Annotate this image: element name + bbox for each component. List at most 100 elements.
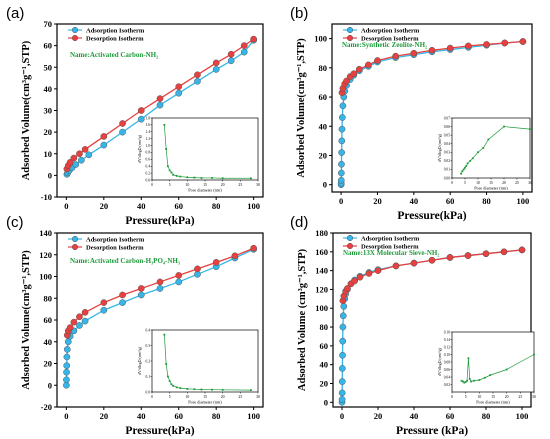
data-point [392,262,400,270]
chart-panel-a: (a)0 20 40 60 80 100-10010203040506070Pressur… [6,5,264,227]
data-point [338,396,346,403]
data-point [339,312,347,320]
x-tick-label: 40 [137,411,146,421]
data-point [340,303,348,310]
inset-y-tick-label: 0.04 [444,142,450,146]
data-point [250,35,257,43]
data-point [194,77,201,85]
inset-point [463,381,466,384]
inset-y-tick-label: 0.12 [444,345,450,349]
data-point [227,57,235,65]
inset-chart: 0 5 10 15 20 25 30 0.0 0.2 0.4 0.6 0.8 1.0 1.2 1.4 1.6 1… [138,116,260,192]
data-point [137,115,145,123]
x-tick-label: 60 [446,411,455,421]
inset-x-tick-label: 0 [451,395,453,399]
data-point [338,137,346,145]
inset-x-tick-label: 25 [238,183,242,187]
inset-point [221,177,224,180]
y-tick-label: 60 [44,41,53,51]
inset-y-axis-label: dV/dlogD (cm³/g) [438,133,442,162]
y-tick-label: 60 [320,341,329,351]
legend-entry: Desorption Isotherm [361,36,419,43]
inset-x-tick-label: 0 [151,183,153,187]
inset-point [460,379,463,382]
x-tick-label: 80 [482,196,491,206]
data-point [63,376,70,384]
data-point [519,38,527,45]
inset-point [478,379,481,381]
y-tick-label: -10 [41,192,52,202]
x-tick-label: 80 [212,411,221,421]
inset-x-tick-label: 5 [169,183,171,187]
data-point [338,125,346,133]
inset-point [505,368,508,371]
y-tick-label: 0 [48,170,52,180]
panel-label: (b) [290,5,308,22]
chart-panel-c: (c)0 20 40 60 80 100-20020406080100120140Pres… [6,214,264,437]
data-point [137,107,145,114]
inset-x-tick-label: 25 [515,181,519,185]
data-point [63,353,71,361]
data-point [63,368,70,376]
x-tick-label: 80 [212,201,221,211]
x-axis-label: Pressure(kPa) [397,210,466,222]
data-point [119,120,126,127]
inset-point [489,374,492,377]
sample-name: Name:13X Molecular Sieve-NH₂ [343,249,439,257]
inset-y-tick-label: 0.05 [444,133,450,137]
inset-point [483,376,486,379]
inset-point [482,147,485,149]
x-tick-label: 100 [516,411,529,421]
inset-point [200,177,203,179]
data-point [339,102,347,110]
inset-point [175,174,178,177]
panel-label: (c) [6,214,24,231]
inset-frame [151,329,259,393]
legend-entry: Desorption Isotherm [86,245,144,252]
y-tick-label: 10 [44,149,53,159]
x-axis-label: Pressure(kPa) [125,425,194,437]
y-tick-label: -20 [41,402,52,412]
inset-x-tick-label: 30 [532,395,536,399]
data-point [339,114,346,121]
x-tick-label: 0 [340,411,344,421]
legend-entry: Adsorption Isotherm [86,28,145,35]
data-point [339,323,347,331]
inset-y-tick-label: 1.6 [146,123,151,127]
y-tick-label: 100 [314,34,327,44]
y-tick-label: 80 [44,293,53,303]
inset-chart: 0 5 10 15 20 25 30 0.00 0.01 0.02 0.03 0.04 0.05 0.06… [438,116,532,190]
inset-point [466,379,468,382]
chart-panel-b: (b)0 20 40 60 80 100020406080100Pressure(kPa)… [290,5,533,222]
inset-y-tick-label: 0.4 [146,165,151,169]
data-point [338,389,346,397]
inset-y-tick-label: 0.04 [444,375,450,379]
sample-name: Name:Activated Carbon-NH₂ [70,51,158,59]
y-tick-label: 70 [44,19,53,29]
series-desorption [63,35,257,173]
x-tick-label: 100 [517,196,530,206]
inset-y-tick-label: 0.3 [146,344,151,348]
inset-y-tick-label: 0.2 [146,359,151,363]
y-tick-label: 100 [39,272,52,282]
y-tick-label: 120 [315,284,328,294]
data-point [344,285,351,292]
inset-y-tick-label: 1.0 [146,144,151,148]
data-point [76,150,83,158]
inset-point [464,166,466,169]
data-point [63,346,71,353]
inset-x-tick-label: 10 [185,183,189,187]
inset-point [469,159,472,162]
legend-entry: Desorption Isotherm [86,36,144,43]
data-point [355,65,363,73]
inset-x-tick-label: 5 [465,395,467,399]
inset-x-tick-label: 0 [451,181,453,185]
data-point [338,378,346,385]
inset-y-tick-label: 0.4 [146,328,151,332]
inset-x-tick-label: 30 [256,183,260,187]
data-point [464,252,472,259]
y-tick-label: 140 [39,228,52,238]
data-point [365,270,373,277]
